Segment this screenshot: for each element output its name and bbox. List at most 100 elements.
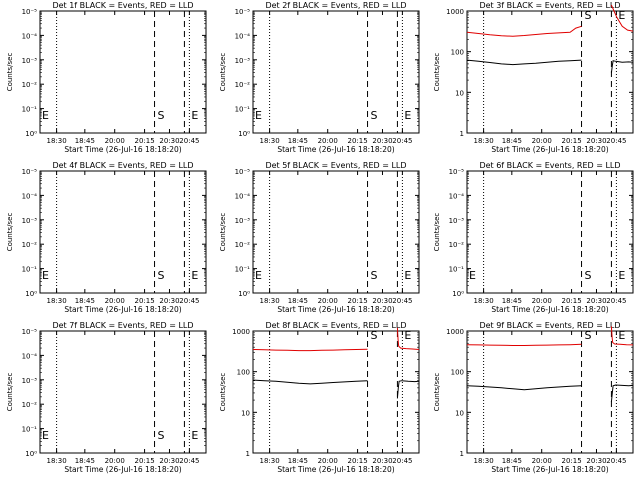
y-tick-label: 10⁻⁵	[235, 8, 251, 16]
lld-series	[466, 25, 582, 37]
x-tick-label: 20:30	[586, 297, 606, 305]
edge-marker-label: E	[42, 269, 49, 282]
y-tick-label: 10⁻⁵	[22, 168, 38, 176]
x-tick-label: 18:45	[288, 137, 308, 145]
x-tick-label: 20:15	[561, 137, 581, 145]
x-tick-label: 20:30	[372, 457, 392, 465]
y-tick-label: 10⁻⁵	[22, 8, 38, 16]
events-series	[396, 380, 420, 399]
plot-frame	[466, 330, 634, 454]
x-axis-label: Start Time (26-Jul-16 18:18:20)	[277, 145, 394, 154]
x-tick-label: 20:30	[372, 297, 392, 305]
plot-frame	[39, 10, 207, 134]
x-tick-label: 20:45	[179, 297, 199, 305]
y-tick-label: 10⁻²	[22, 81, 38, 89]
panel-title: Det 8f BLACK = Events, RED = LLD	[265, 321, 406, 330]
end-marker-label: E	[191, 269, 198, 282]
x-tick-label: 18:30	[474, 297, 494, 305]
y-axis-label: Counts/sec	[6, 53, 14, 92]
events-series	[610, 60, 634, 73]
panel-det-7: Det 7f BLACK = Events, RED = LLD 10⁰ 10⁻¹ 1…	[6, 321, 207, 474]
x-tick-label: 20:15	[134, 137, 154, 145]
y-axis-label: Counts/sec	[6, 373, 14, 412]
x-axis-label: Start Time (26-Jul-16 18:18:20)	[64, 145, 181, 154]
panel-title: Det 6f BLACK = Events, RED = LLD	[479, 161, 620, 170]
x-tick-label: 20:15	[134, 297, 154, 305]
edge-marker-label: E	[42, 429, 49, 442]
x-tick-label: 20:00	[105, 297, 125, 305]
y-axis-label: Counts/sec	[219, 213, 227, 252]
start-marker-label: S	[158, 429, 165, 442]
y-tick-label: 10⁻²	[22, 241, 38, 249]
x-tick-label: 20:00	[105, 457, 125, 465]
y-tick-label: 10⁻²	[449, 241, 465, 249]
x-tick-label: 20:15	[347, 137, 367, 145]
x-tick-label: 18:45	[502, 137, 522, 145]
x-tick-label: 20:00	[318, 137, 338, 145]
y-tick-label: 1000	[446, 8, 464, 16]
y-tick-label: 10⁻³	[449, 217, 465, 225]
lld-series	[396, 327, 420, 350]
x-axis-label: Start Time (26-Jul-16 18:18:20)	[491, 465, 608, 474]
y-tick-label: 1000	[232, 328, 250, 336]
y-tick-label: 1	[460, 130, 464, 138]
panel-title: Det 7f BLACK = Events, RED = LLD	[52, 321, 193, 330]
y-tick-label: 100	[451, 49, 464, 57]
y-axis-label: Counts/sec	[433, 373, 441, 412]
y-tick-label: 10⁻⁴	[22, 352, 38, 360]
x-tick-label: 20:30	[586, 137, 606, 145]
panel-det-6: Det 6f BLACK = Events, RED = LLD 10⁰ 10⁻¹ 1…	[433, 161, 634, 314]
plot-frame	[39, 330, 207, 454]
x-tick-label: 20:00	[318, 457, 338, 465]
lld-series	[252, 348, 368, 352]
x-tick-label: 18:30	[474, 457, 494, 465]
plot-frame	[466, 10, 634, 134]
y-tick-label: 10⁻⁴	[22, 32, 38, 40]
start-marker-label: S	[585, 9, 592, 22]
lld-series	[610, 4, 634, 32]
y-tick-label: 10⁰	[25, 290, 37, 298]
y-tick-label: 10	[455, 89, 464, 97]
y-axis-label: Counts/sec	[219, 373, 227, 412]
y-tick-label: 10⁻²	[22, 401, 38, 409]
y-tick-label: 1	[460, 450, 464, 458]
y-tick-label: 10⁰	[238, 130, 250, 138]
x-tick-label: 18:30	[260, 137, 280, 145]
y-tick-label: 10⁻⁵	[235, 168, 251, 176]
x-axis-label: Start Time (26-Jul-16 18:18:20)	[491, 305, 608, 314]
y-tick-label: 10⁰	[452, 290, 464, 298]
x-axis-label: Start Time (26-Jul-16 18:18:20)	[277, 305, 394, 314]
x-tick-label: 20:45	[606, 457, 626, 465]
x-tick-label: 20:15	[347, 457, 367, 465]
start-marker-label: S	[371, 329, 378, 342]
y-tick-label: 10	[241, 409, 250, 417]
y-tick-label: 10⁻⁴	[22, 192, 38, 200]
y-tick-label: 10⁻³	[22, 377, 38, 385]
y-tick-label: 10⁻²	[235, 81, 251, 89]
y-tick-label: 10⁻¹	[235, 266, 251, 274]
y-axis-label: Counts/sec	[6, 213, 14, 252]
end-marker-label: E	[191, 429, 198, 442]
x-tick-label: 18:45	[288, 457, 308, 465]
x-tick-label: 20:45	[606, 137, 626, 145]
x-tick-label: 18:30	[260, 457, 280, 465]
y-tick-label: 10⁻²	[235, 241, 251, 249]
start-marker-label: S	[371, 269, 378, 282]
panel-det-4: Det 4f BLACK = Events, RED = LLD 10⁰ 10⁻¹ 1…	[6, 161, 207, 314]
plot-frame	[252, 330, 420, 454]
x-tick-label: 20:00	[532, 297, 552, 305]
x-tick-label: 20:30	[372, 137, 392, 145]
y-tick-label: 10⁻¹	[235, 106, 251, 114]
end-marker-label: E	[191, 109, 198, 122]
x-tick-label: 18:30	[47, 137, 67, 145]
panel-title: Det 9f BLACK = Events, RED = LLD	[479, 321, 620, 330]
events-series	[252, 379, 368, 385]
panel-title: Det 4f BLACK = Events, RED = LLD	[52, 161, 193, 170]
x-tick-label: 20:15	[561, 297, 581, 305]
x-tick-label: 18:45	[75, 297, 95, 305]
x-tick-label: 20:30	[586, 457, 606, 465]
panel-det-3: Det 3f BLACK = Events, RED = LLD 1 10 100 10…	[433, 1, 634, 154]
end-marker-label: E	[404, 329, 411, 342]
y-axis-label: Counts/sec	[433, 213, 441, 252]
